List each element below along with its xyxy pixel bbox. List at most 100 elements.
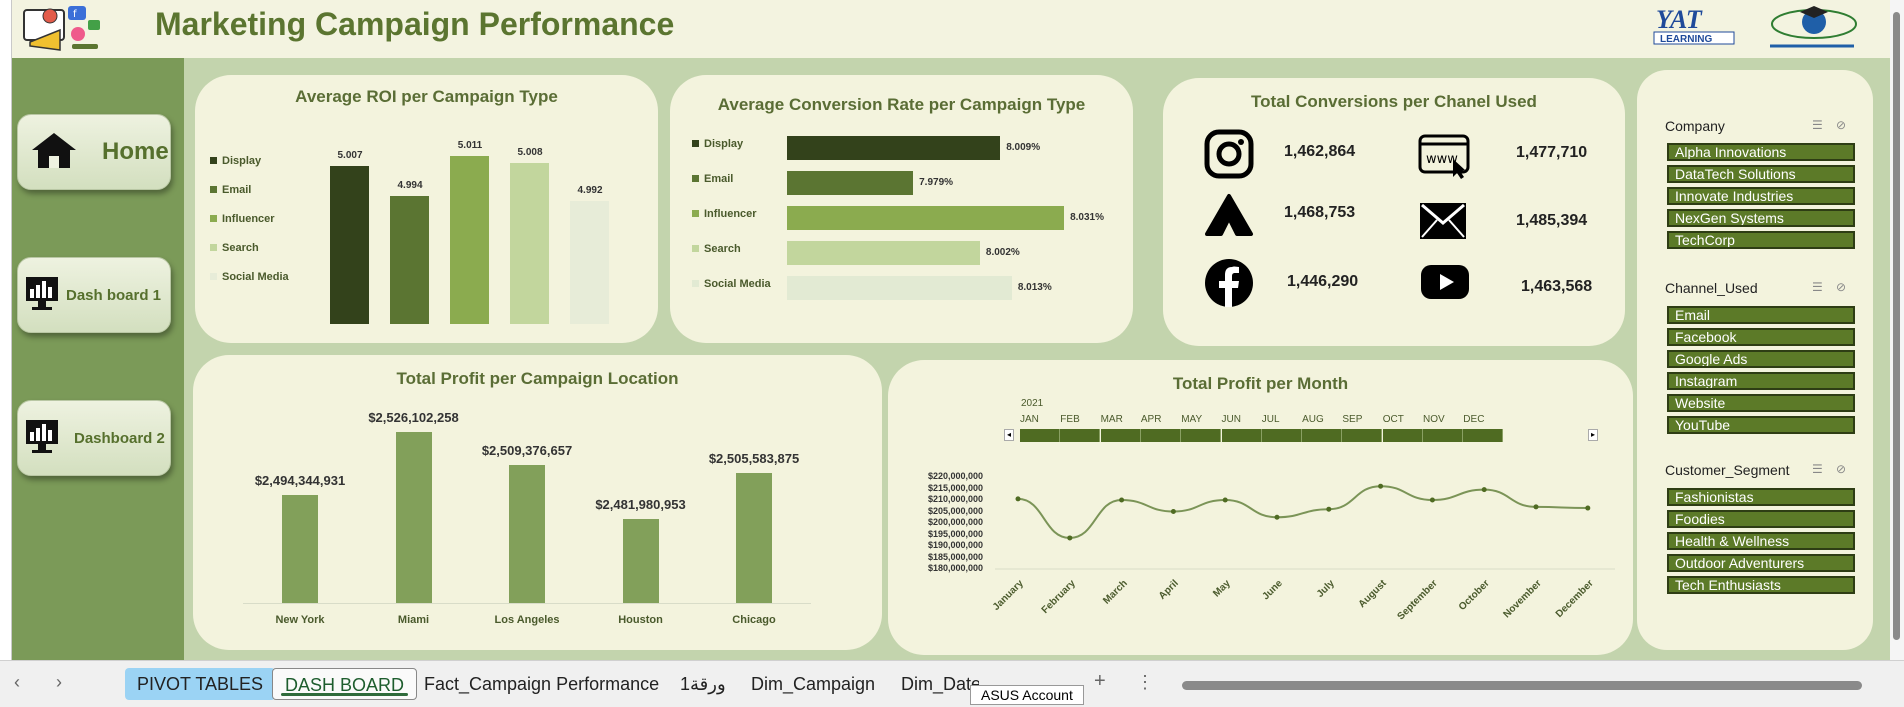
legend-label: Email (222, 184, 252, 196)
more-options-icon[interactable]: ⋮ (1136, 672, 1154, 692)
timeline-month-cell[interactable] (1221, 429, 1262, 442)
slicer-item[interactable]: YouTube (1667, 416, 1855, 434)
timeline-scroll-right[interactable]: ▸ (1588, 429, 1598, 441)
timeline-month-label: JUN (1221, 414, 1241, 425)
slicer-item[interactable]: Google Ads (1667, 350, 1855, 368)
vertical-scrollbar[interactable] (1890, 0, 1904, 660)
conversion-rate-data-label: 8.013% (1017, 282, 1052, 293)
multi-select-icon[interactable]: ☰ (1812, 280, 1823, 294)
tab-dim-campaign[interactable]: Dim_Campaign (751, 674, 876, 694)
timeline-month-cell[interactable] (1463, 429, 1504, 442)
slicer-item[interactable]: Tech Enthusiasts (1667, 576, 1855, 594)
slicer-item[interactable]: Health & Wellness (1667, 532, 1855, 550)
legend-item: Display (210, 155, 261, 167)
roi-data-label: 4.994 (397, 180, 423, 192)
slicer-item[interactable]: Innovate Industries (1667, 187, 1855, 205)
tab-sheet1-arabic[interactable]: ورقة1 (680, 674, 726, 694)
timeline-month-label: MAR (1100, 414, 1123, 425)
row-header-strip (0, 0, 12, 660)
tab-dim-date[interactable]: Dim_Date (901, 674, 979, 694)
timeline-month-label: APR (1140, 414, 1162, 425)
legend-item: Social Media (692, 278, 771, 290)
slicer-item[interactable]: NexGen Systems (1667, 209, 1855, 227)
timeline-month-label: FEB (1060, 414, 1080, 425)
slicer-item[interactable]: Fashionistas (1667, 488, 1855, 506)
roi-bar (390, 196, 429, 324)
dashboard2-label: Dashboard 2 (74, 429, 165, 447)
timeline-month-cell[interactable] (1100, 429, 1141, 442)
legend-item: Social Media (210, 271, 289, 283)
timeline-month-cell[interactable] (1261, 429, 1302, 442)
month-title: Total Profit per Month (1172, 374, 1349, 393)
timeline-month-cell[interactable] (1342, 429, 1383, 442)
timeline-scroll-left[interactable]: ◂ (1004, 429, 1014, 441)
slicer-item[interactable]: TechCorp (1667, 231, 1855, 249)
youtube-icon (1419, 263, 1471, 306)
home-icon (28, 130, 80, 175)
dashboard1-button[interactable]: Dash board 1 (17, 257, 171, 333)
multi-select-icon[interactable]: ☰ (1812, 118, 1823, 132)
legend-label: Social Media (704, 278, 771, 290)
svg-text:LEARNING: LEARNING (1660, 34, 1712, 45)
slicer-item[interactable]: Alpha Innovations (1667, 143, 1855, 161)
legend-swatch (692, 280, 699, 287)
svg-text:www: www (1426, 152, 1458, 167)
slicer-item[interactable]: Website (1667, 394, 1855, 412)
location-bar (622, 519, 659, 603)
horizontal-scrollbar[interactable] (1166, 677, 1880, 692)
tab-dash-board[interactable]: DASH BOARD (272, 668, 418, 700)
y-tick-label: $210,000,000 (927, 494, 983, 504)
y-tick-label: $180,000,000 (927, 563, 983, 573)
multi-select-icon[interactable]: ☰ (1812, 462, 1823, 476)
clear-filter-icon[interactable]: ⊘ (1836, 118, 1847, 132)
clear-filter-icon[interactable]: ⊘ (1836, 462, 1847, 476)
next-sheet-icon[interactable]: › (56, 672, 62, 692)
timeline-month-label: DEC (1463, 414, 1485, 425)
legend-label: Search (222, 242, 259, 254)
home-label: Home (102, 138, 169, 165)
tab-pivot-tables[interactable]: PIVOT TABLES (125, 668, 276, 700)
timeline-month-cell[interactable] (1020, 429, 1060, 442)
timeline-month-cell[interactable] (1302, 429, 1343, 442)
home-button[interactable]: Home (17, 114, 171, 190)
slicer-item[interactable]: DataTech Solutions (1667, 165, 1855, 183)
conversion-rate-bar (787, 206, 1065, 230)
location-bar (736, 472, 772, 603)
legend-item: Email (692, 173, 733, 185)
legend-swatch (210, 244, 217, 251)
slicer-item[interactable]: Instagram (1667, 372, 1855, 390)
y-tick-label: $185,000,000 (927, 551, 983, 562)
page-title: Marketing Campaign Performance (155, 6, 675, 42)
legend-swatch (692, 175, 699, 182)
slicer-item[interactable]: Facebook (1667, 328, 1855, 346)
clear-filter-icon[interactable]: ⊘ (1836, 280, 1847, 294)
website-conversions: 1,477,710 (1516, 144, 1588, 161)
legend-item: Influencer (692, 208, 757, 220)
timeline-month-cell[interactable] (1423, 429, 1463, 442)
timeline-month-label: JAN (1020, 414, 1039, 425)
slicer-item[interactable]: Outdoor Adventurers (1667, 554, 1855, 572)
roi-data-label: 5.008 (517, 147, 543, 159)
google-ads-conversions: 1,468,753 (1284, 204, 1356, 221)
digital-egypt-pioneers-logo (1762, 2, 1860, 54)
conversion-rate-bar (787, 276, 1012, 300)
slicer-item[interactable]: Email (1667, 306, 1855, 324)
y-tick-label: $190,000,000 (927, 540, 983, 550)
location-category-label: Miami (397, 614, 430, 626)
timeline-month-cell[interactable] (1140, 429, 1181, 442)
timeline-month-cell[interactable] (1382, 429, 1423, 442)
dashboard2-button[interactable]: Dashboard 2 (17, 400, 171, 476)
add-sheet-icon[interactable]: + (1094, 670, 1106, 692)
slicer-item[interactable]: Foodies (1667, 510, 1855, 528)
location-data-label: $2,509,376,657 (481, 442, 573, 458)
instagram-icon (1203, 128, 1255, 185)
google-ads-icon (1203, 192, 1255, 243)
legend-swatch (210, 186, 217, 193)
timeline-month-label: AUG (1302, 414, 1324, 425)
timeline-month-cell[interactable] (1060, 429, 1101, 442)
prev-sheet-icon[interactable]: ‹ (14, 672, 20, 692)
tab-fact-campaign[interactable]: Fact_Campaign Performance (424, 674, 660, 694)
timeline-month-cell[interactable] (1181, 429, 1222, 442)
timeline-month-label: JUL (1261, 414, 1280, 425)
legend-label: Display (222, 155, 262, 167)
